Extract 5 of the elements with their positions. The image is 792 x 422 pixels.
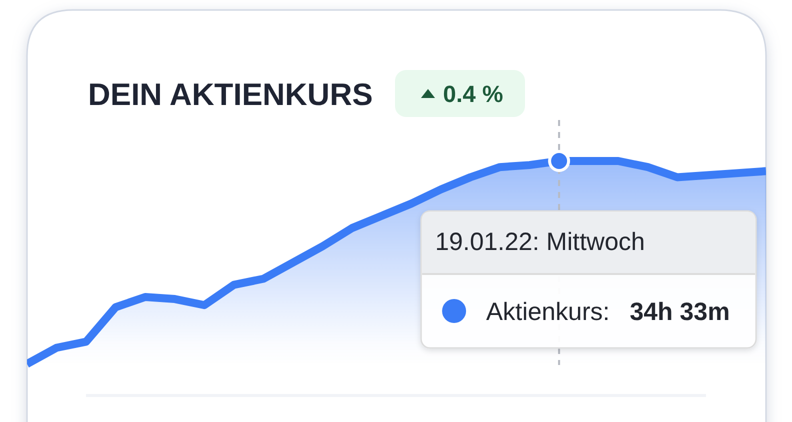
annotation: 34h 33m <box>630 298 730 326</box>
chart-title: DEIN AKTIENKURS <box>88 77 373 112</box>
legend-label: Aktienkurs: <box>486 298 610 326</box>
annotation: 19.01.22: Mittwoch <box>435 228 645 256</box>
chart-subtitle: 0.4 % <box>443 81 504 107</box>
